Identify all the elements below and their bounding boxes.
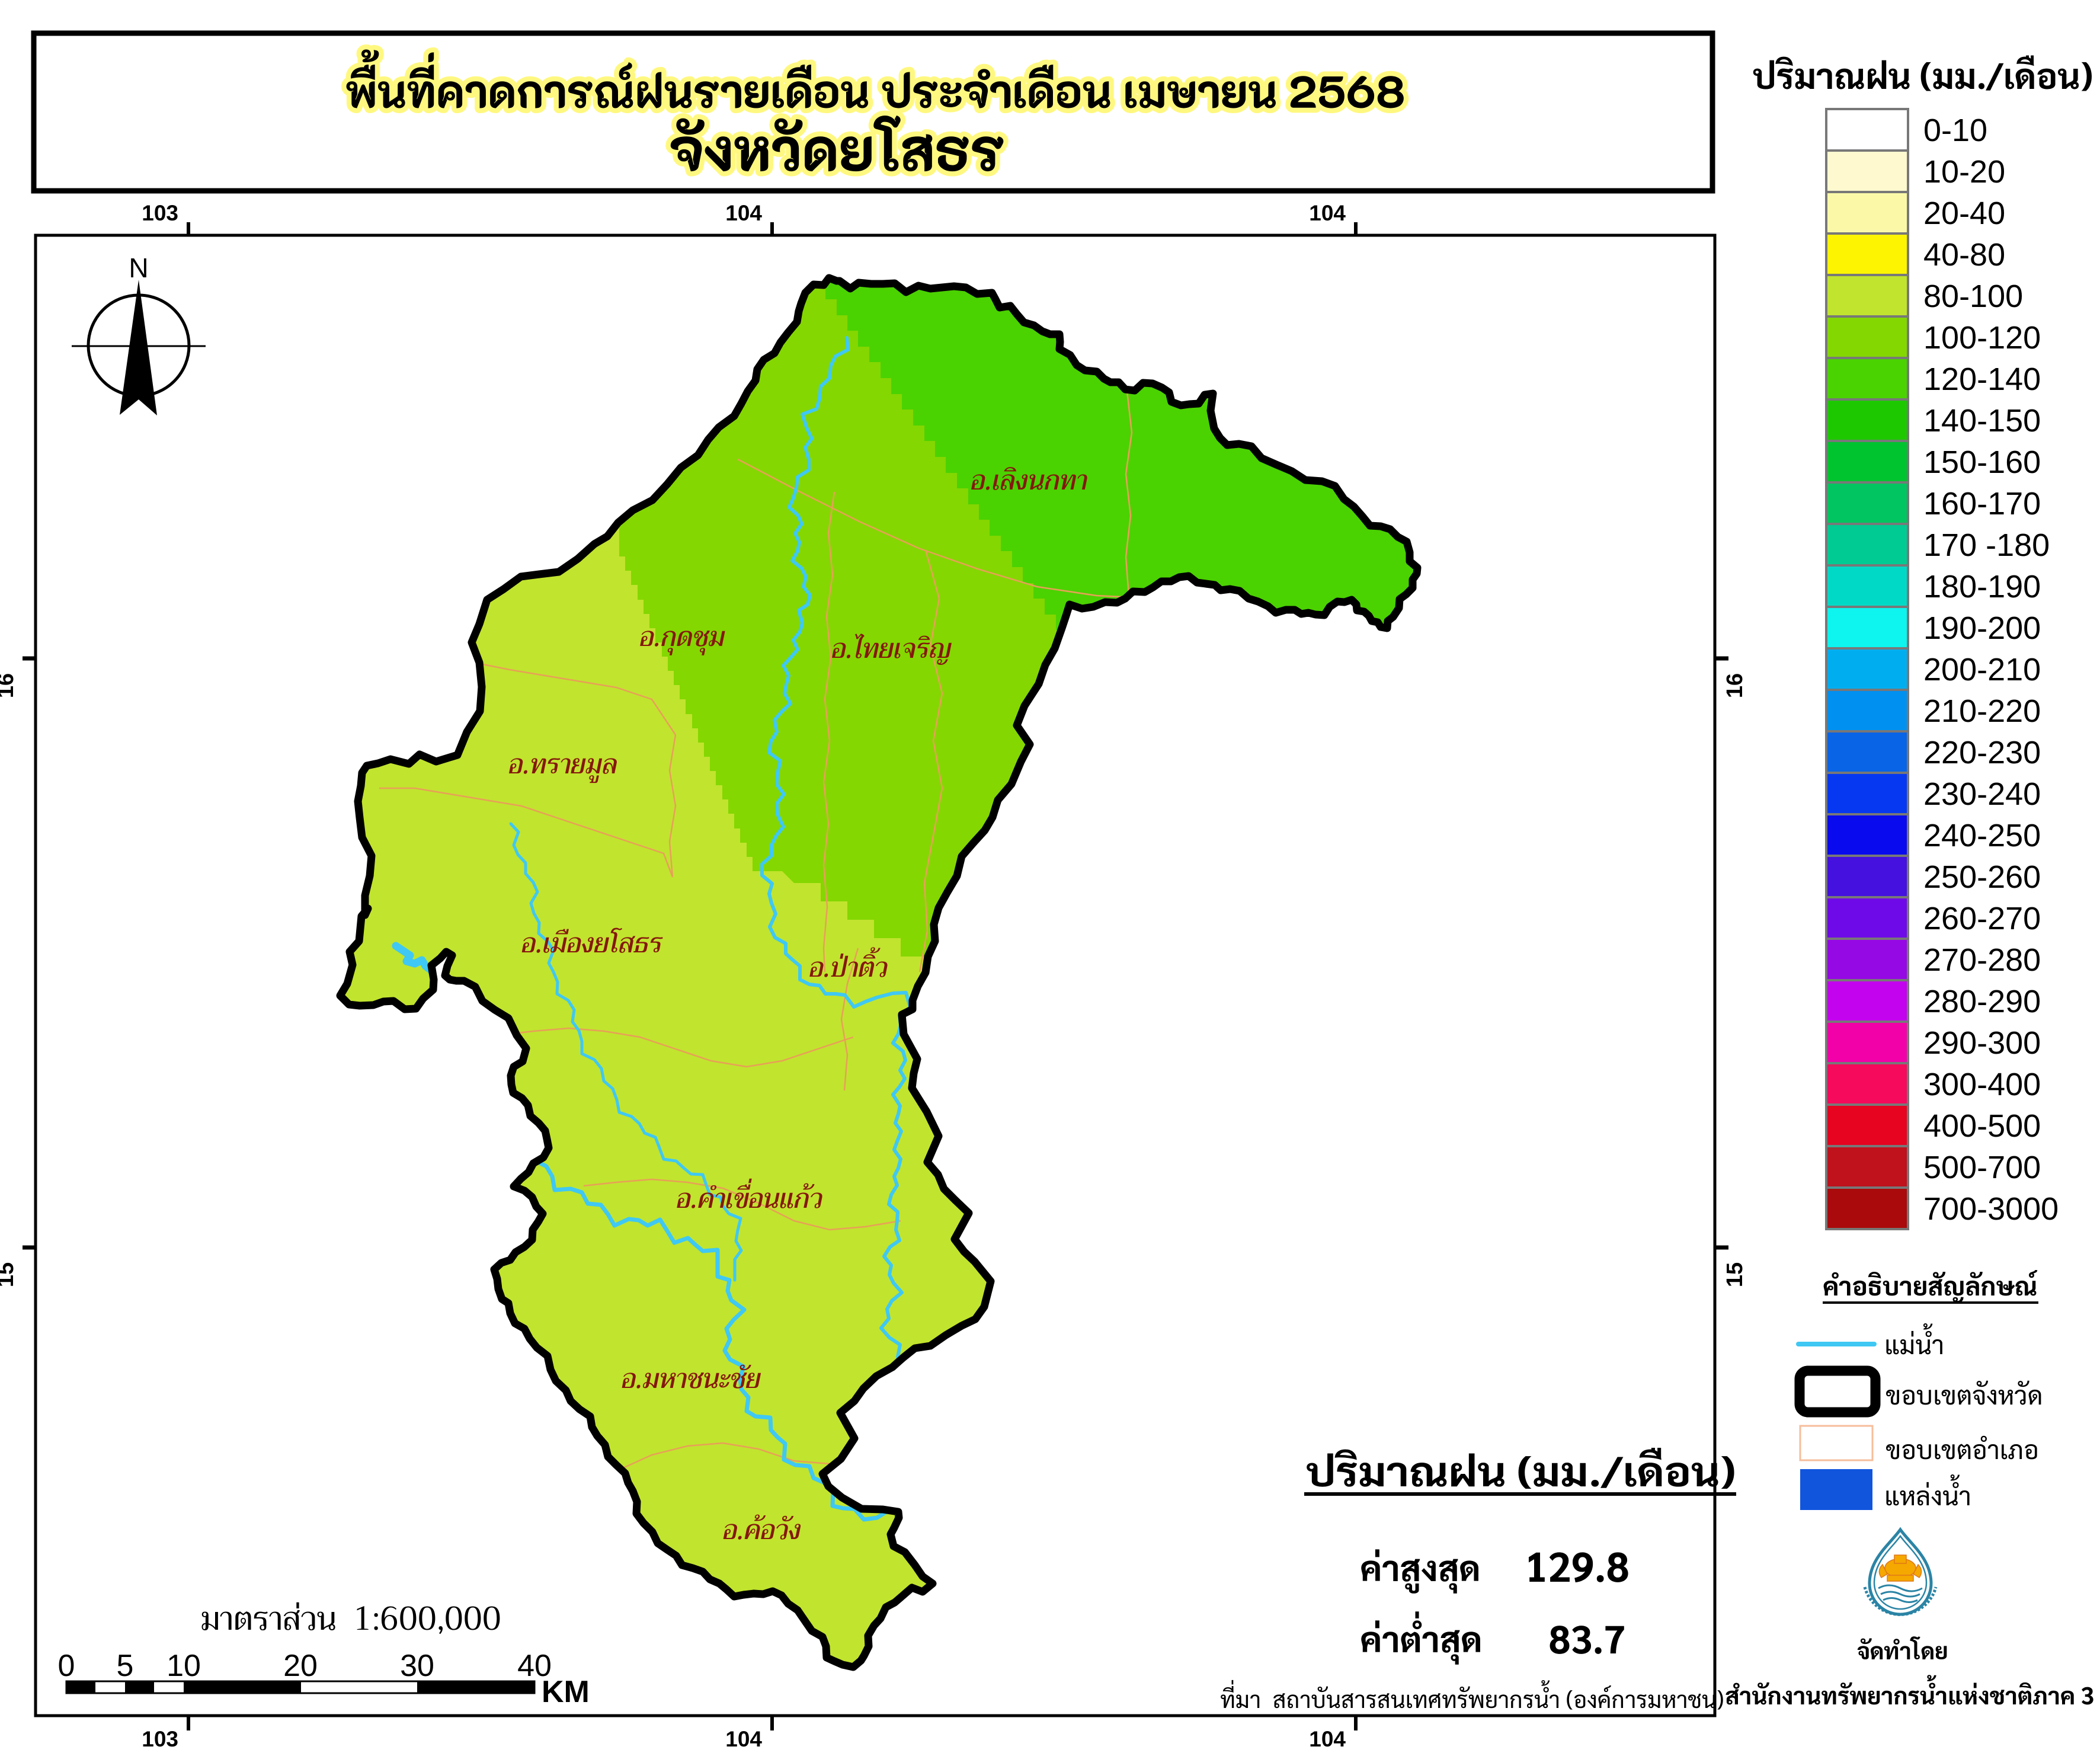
svg-text:300-400: 300-400 — [1923, 1067, 2041, 1102]
svg-text:N: N — [129, 252, 148, 283]
svg-text:210-220: 210-220 — [1923, 693, 2041, 729]
svg-text:104: 104 — [1309, 1727, 1346, 1750]
svg-text:5: 5 — [117, 1649, 134, 1683]
svg-text:500-700: 500-700 — [1923, 1150, 2041, 1185]
svg-text:80-100: 80-100 — [1923, 279, 2023, 314]
svg-text:10-20: 10-20 — [1923, 154, 2005, 190]
svg-text:150-160: 150-160 — [1923, 444, 2041, 480]
svg-text:KM: KM — [542, 1675, 590, 1709]
svg-text:250-260: 250-260 — [1923, 859, 2041, 895]
svg-text:220-230: 220-230 — [1923, 735, 2041, 770]
svg-text:40-80: 40-80 — [1923, 237, 2005, 273]
svg-text:20: 20 — [283, 1649, 318, 1683]
svg-text:700-3000: 700-3000 — [1923, 1191, 2059, 1227]
svg-text:280-290: 280-290 — [1923, 984, 2041, 1019]
svg-text:230-240: 230-240 — [1923, 776, 2041, 812]
svg-text:270-280: 270-280 — [1923, 942, 2041, 978]
svg-text:16: 16 — [1723, 673, 1747, 698]
svg-text:103: 103 — [142, 201, 178, 225]
svg-text:103: 103 — [142, 1727, 178, 1750]
svg-text:260-270: 260-270 — [1923, 901, 2041, 936]
svg-text:160-170: 160-170 — [1923, 486, 2041, 522]
svg-text:30: 30 — [400, 1649, 434, 1683]
svg-text:190-200: 190-200 — [1923, 610, 2041, 646]
svg-text:100-120: 100-120 — [1923, 320, 2041, 356]
svg-text:104: 104 — [1309, 201, 1346, 225]
svg-text:0-10: 0-10 — [1923, 113, 1987, 148]
svg-text:0: 0 — [58, 1649, 75, 1683]
svg-text:40: 40 — [517, 1649, 552, 1683]
svg-text:15: 15 — [1723, 1262, 1747, 1287]
svg-text:20-40: 20-40 — [1923, 196, 2005, 231]
svg-text:290-300: 290-300 — [1923, 1025, 2041, 1061]
svg-text:104: 104 — [725, 201, 762, 225]
svg-text:10: 10 — [167, 1649, 201, 1683]
svg-text:16: 16 — [0, 673, 18, 698]
svg-text:200-210: 200-210 — [1923, 652, 2041, 687]
svg-text:240-250: 240-250 — [1923, 818, 2041, 853]
svg-text:120-140: 120-140 — [1923, 362, 2041, 397]
svg-text:104: 104 — [725, 1727, 762, 1750]
svg-text:15: 15 — [0, 1262, 18, 1287]
svg-text:140-150: 140-150 — [1923, 403, 2041, 439]
svg-text:400-500: 400-500 — [1923, 1108, 2041, 1144]
svg-text:180-190: 180-190 — [1923, 569, 2041, 604]
svg-text:170 -180: 170 -180 — [1923, 527, 2050, 563]
